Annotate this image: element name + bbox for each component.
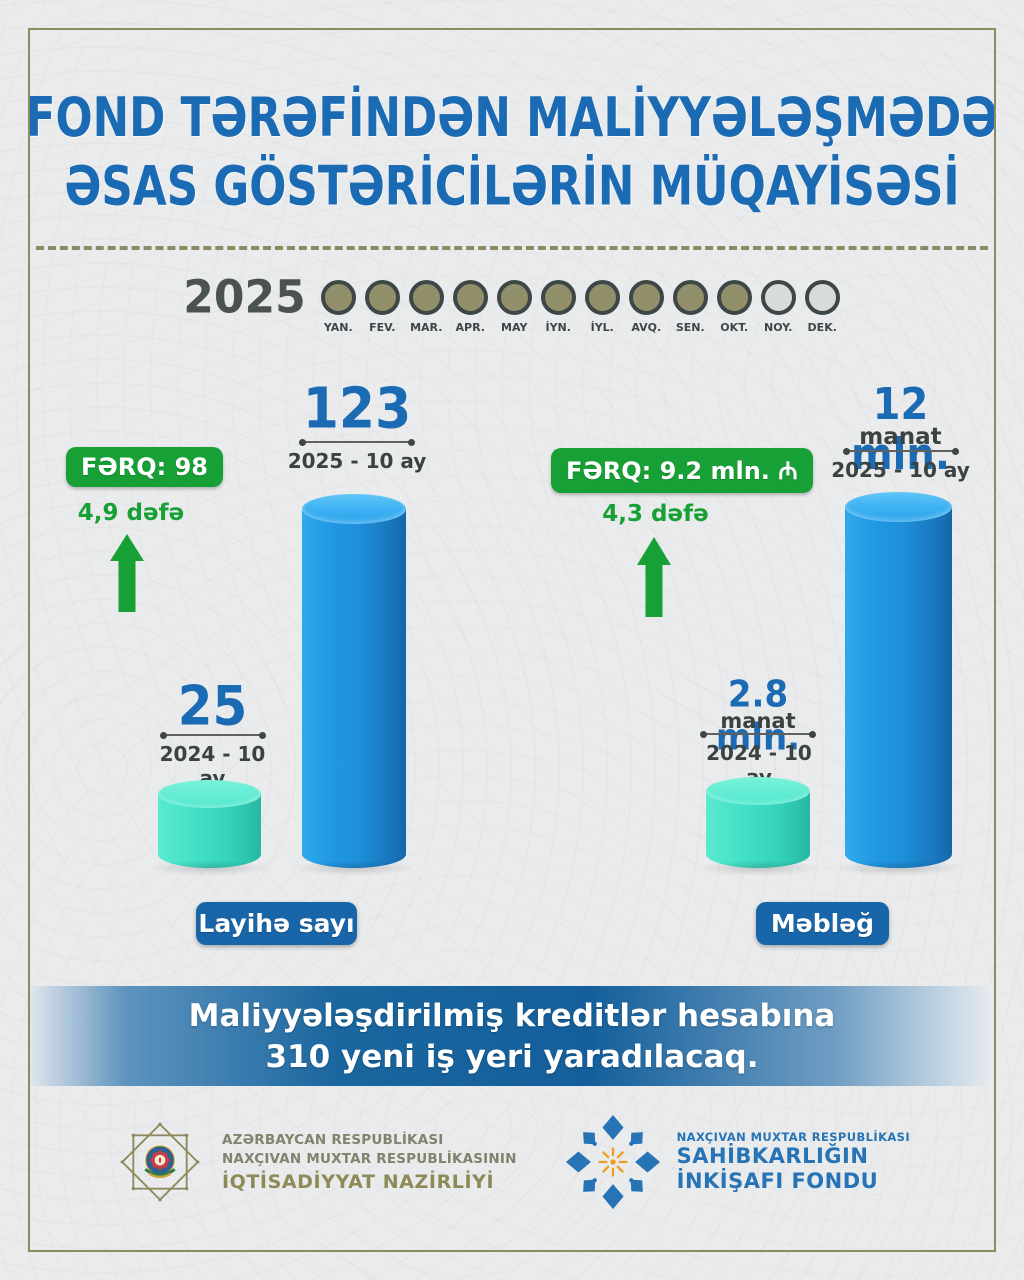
- month-dot-icon: [628, 280, 664, 315]
- month-item-avq: AVQ.: [628, 280, 665, 334]
- projects-2025-value: 123: [302, 376, 412, 442]
- ministry-line1: AZƏRBAYCAN RESPUBLİKASI: [221, 1132, 444, 1149]
- month-item-fev: FEV.: [364, 280, 401, 334]
- fund-logo-block: NAXÇIVAN MUXTAR RESPUBLİKASI SAHİBKARLIĞ…: [565, 1114, 910, 1210]
- month-dot-icon: [672, 280, 708, 315]
- ministry-line2: NAXÇIVAN MUXTAR RESPUBLİKASININ: [221, 1150, 517, 1167]
- month-dot-icon: [408, 280, 444, 315]
- projects-2025-ruler: [299, 438, 415, 446]
- cylinder-body: [845, 507, 952, 868]
- projects-chart-label: Layihə sayı: [196, 902, 357, 945]
- timeline-2025: 2025 YAN. FEV. MAR. APR. MAY İYN. İYL. A…: [0, 270, 1024, 334]
- projects-2024-ruler: [160, 731, 266, 739]
- amount-2025-period: 2025 - 10 ay: [831, 458, 970, 482]
- jobs-banner-line1: Maliyyələşdirilmiş kreditlər hesabına: [188, 997, 836, 1034]
- amount-2025-unit: manat: [859, 424, 942, 450]
- amount-2025-ruler: [843, 447, 959, 455]
- amount-chart-label: Məbləğ: [756, 902, 889, 945]
- month-item-okt: OKT.: [716, 280, 753, 334]
- cylinder-cap: [302, 494, 406, 524]
- cylinder-body: [302, 509, 406, 868]
- amount-growth-label: 4,3 dəfə: [602, 501, 709, 527]
- projects-growth-label: 4,9 dəfə: [77, 500, 185, 526]
- jobs-banner-line2: 310 yeni iş yeri yaradılacaq.: [265, 1038, 759, 1075]
- fund-line1: NAXÇIVAN MUXTAR RESPUBLİKASI: [676, 1129, 911, 1144]
- month-dot-icon: [540, 280, 576, 315]
- dashed-separator: [36, 246, 988, 250]
- amount-diff-badge: FƏRQ: 9.2 mln. ₼: [551, 448, 813, 493]
- month-item-mar: MAR.: [408, 280, 445, 334]
- fund-text: NAXÇIVAN MUXTAR RESPUBLİKASI SAHİBKARLIĞ…: [677, 1130, 910, 1194]
- fund-snowflake-icon: [565, 1114, 660, 1210]
- amount-2025-value: 12 mln.: [850, 380, 951, 480]
- ministry-line3: İQTİSADİYYAT NAZİRLİYİ: [221, 1170, 495, 1193]
- fund-line2: SAHİBKARLIĞIN: [676, 1143, 869, 1168]
- page-title: FOND TƏRƏFİNDƏN MALİYYƏLƏŞMƏDƏ ƏSAS GÖST…: [26, 84, 999, 221]
- year-label: 2025: [183, 270, 306, 324]
- ministry-emblem-icon: [120, 1122, 200, 1202]
- month-item-noy: NOY.: [760, 280, 797, 334]
- month-dot-icon: [760, 280, 796, 315]
- month-item-may: MAY: [496, 280, 533, 334]
- month-item-sen: SEN.: [672, 280, 709, 334]
- growth-arrow-icon: [637, 537, 671, 617]
- jobs-banner: Maliyyələşdirilmiş kreditlər hesabına 31…: [28, 986, 996, 1086]
- month-item-iyn: İYN.: [540, 280, 577, 334]
- amount-2025-cylinder: [834, 492, 963, 876]
- month-dot-icon: [364, 280, 400, 315]
- growth-arrow-icon: [110, 534, 144, 612]
- month-circles: YAN. FEV. MAR. APR. MAY İYN. İYL. AVQ. S…: [320, 280, 841, 334]
- projects-diff-badge: FƏRQ: 98: [66, 447, 224, 487]
- month-dot-icon: [452, 280, 488, 315]
- month-dot-icon: [804, 280, 840, 315]
- page-title-line2: ƏSAS GÖSTƏRİCİLƏRİN MÜQAYİSƏSİ: [64, 153, 960, 218]
- amount-2024-unit: manat: [720, 709, 796, 733]
- month-dot-icon: [716, 280, 752, 315]
- amount-2024-cylinder: [695, 777, 821, 876]
- month-dot-icon: [320, 280, 356, 315]
- footer: AZƏRBAYCAN RESPUBLİKASI NAXÇIVAN MUXTAR …: [28, 1114, 996, 1210]
- month-item-yan: YAN.: [320, 280, 357, 334]
- amount-2024-ruler: [700, 730, 816, 738]
- cylinder-cap: [706, 777, 810, 805]
- fund-line3: İNKİŞAFI FONDU: [676, 1169, 879, 1193]
- page-title-line1: FOND TƏRƏFİNDƏN MALİYYƏLƏŞMƏDƏ: [25, 85, 999, 149]
- projects-2024-cylinder: [147, 780, 272, 876]
- projects-2025-period: 2025 - 10 ay: [287, 449, 427, 473]
- amount-2024-value: 2.8 mln.: [715, 672, 801, 760]
- projects-2025-cylinder: [291, 494, 417, 876]
- month-item-apr: APR.: [452, 280, 489, 334]
- projects-2024-value: 25: [177, 674, 248, 738]
- ministry-text: AZƏRBAYCAN RESPUBLİKASI NAXÇIVAN MUXTAR …: [222, 1131, 517, 1192]
- cylinder-cap: [845, 492, 952, 522]
- month-dot-icon: [496, 280, 532, 315]
- ministry-logo-block: AZƏRBAYCAN RESPUBLİKASI NAXÇIVAN MUXTAR …: [114, 1116, 517, 1208]
- month-item-iyl: İYL.: [584, 280, 621, 334]
- month-dot-icon: [584, 280, 620, 315]
- month-item-dek: DEK.: [804, 280, 841, 334]
- cylinder-cap: [158, 780, 261, 808]
